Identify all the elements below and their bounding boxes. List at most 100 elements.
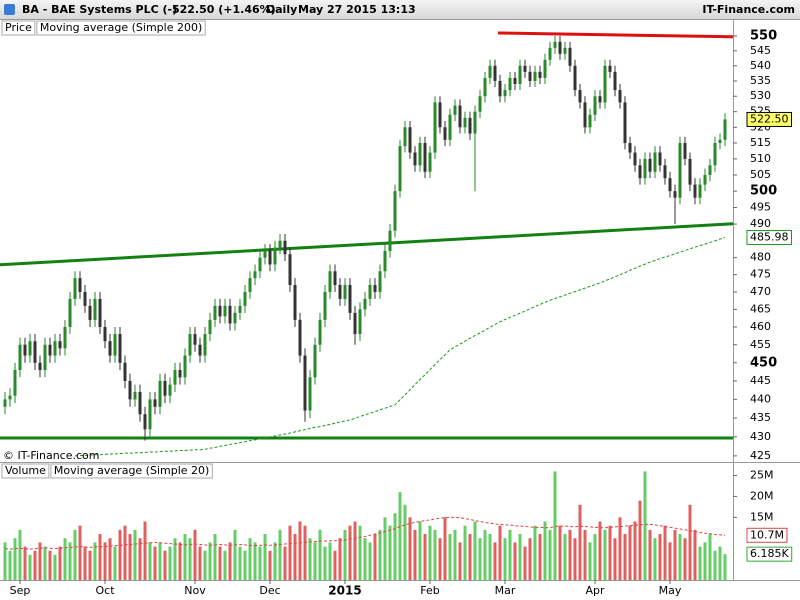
volume-bar xyxy=(73,529,77,580)
y-tick-label: 425 xyxy=(750,449,771,462)
y-tick-label: 470 xyxy=(750,285,771,298)
candle-body xyxy=(598,96,602,103)
candle-body xyxy=(618,90,622,103)
y-tick-label: 440 xyxy=(750,392,771,405)
y-tick-label: 535 xyxy=(750,74,771,87)
volume-bar xyxy=(718,546,722,580)
candle-body xyxy=(518,65,522,84)
volume-bar xyxy=(538,534,542,580)
volume-bar xyxy=(293,534,297,580)
volume-bar xyxy=(288,525,292,580)
candle-body xyxy=(148,399,152,430)
volume-bar xyxy=(218,546,222,580)
candle-body xyxy=(103,326,107,342)
legend-box xyxy=(1,20,36,36)
volume-bar xyxy=(308,538,312,580)
volume-bar xyxy=(298,521,302,580)
price-tag-box xyxy=(746,111,792,127)
candle-body xyxy=(28,341,32,356)
candle-body xyxy=(288,254,292,286)
volume-bar xyxy=(113,546,117,580)
volume-bar xyxy=(163,550,167,580)
legend-box xyxy=(50,463,213,479)
y-tick-label: 465 xyxy=(750,302,771,315)
volume-bar xyxy=(408,517,412,580)
candle-body xyxy=(468,117,472,134)
volume-bar xyxy=(613,538,617,580)
candle-body xyxy=(283,240,287,255)
candle-body xyxy=(408,127,412,153)
volume-bar xyxy=(33,550,37,580)
volume-bar xyxy=(43,546,47,580)
ma-tag: 485.98 xyxy=(750,230,789,243)
volume-bar xyxy=(28,554,32,580)
candle-body xyxy=(133,391,137,400)
candle-body xyxy=(168,384,172,396)
candle-body xyxy=(258,257,262,272)
candle-body xyxy=(318,319,322,345)
candle-body xyxy=(628,143,632,153)
volume-bar xyxy=(428,525,432,580)
candle-body xyxy=(323,291,327,320)
x-tick-label: Nov xyxy=(184,584,206,597)
candle-body xyxy=(263,250,267,258)
volume-bar xyxy=(388,525,392,580)
y-tick-label: 530 xyxy=(750,89,771,102)
volume-bar xyxy=(518,534,522,580)
x-tick-label: Dec xyxy=(259,584,280,597)
candle-body xyxy=(683,143,687,159)
candle-body xyxy=(238,305,242,313)
candle-body xyxy=(13,370,17,396)
volume-bar xyxy=(693,529,697,580)
x-tick-label: Oct xyxy=(95,584,115,597)
volume-bar xyxy=(478,538,482,580)
y-tick-label: 435 xyxy=(750,411,771,424)
candle-body xyxy=(458,105,462,128)
volume-bar xyxy=(678,534,682,580)
candle-body xyxy=(158,380,162,407)
candle-body xyxy=(188,334,192,356)
watermark: © IT-Finance.com xyxy=(3,449,100,462)
volume-bar xyxy=(78,525,82,580)
volume-bar xyxy=(578,504,582,580)
volume-bar xyxy=(633,521,637,580)
candle-body xyxy=(363,298,367,310)
volume-bar xyxy=(638,500,642,580)
candle-body xyxy=(613,71,617,91)
candle-body xyxy=(428,152,432,172)
volume-bar xyxy=(363,538,367,580)
volume-bar xyxy=(138,538,142,580)
candle-body xyxy=(528,71,532,81)
candle-body xyxy=(508,77,512,91)
candle-body xyxy=(163,380,167,396)
volume-bar xyxy=(98,534,102,580)
candle-body xyxy=(603,65,607,103)
volume-bar xyxy=(148,542,152,580)
candle-body xyxy=(708,165,712,175)
y-tick-label: 505 xyxy=(750,168,771,181)
candle-body xyxy=(593,96,597,115)
legend-entry: Moving average (Simple 200) xyxy=(40,21,202,34)
volume-bar xyxy=(563,534,567,580)
volume-bar xyxy=(13,538,17,580)
volume-bar xyxy=(128,534,132,580)
candle-body xyxy=(663,165,667,179)
volume-bar xyxy=(553,471,557,580)
volume-bar xyxy=(133,529,137,580)
legend-entry: Volume xyxy=(5,464,46,477)
candle-body xyxy=(328,271,332,292)
candle-body xyxy=(608,65,612,72)
volume-bar xyxy=(58,546,62,580)
volume-bar xyxy=(708,534,712,580)
volume-bar xyxy=(248,538,252,580)
candle-body xyxy=(578,90,582,103)
volume-bar xyxy=(208,542,212,580)
candle-body xyxy=(388,230,392,251)
volume-bar xyxy=(203,550,207,580)
volume-bar xyxy=(573,538,577,580)
volume-bar xyxy=(258,546,262,580)
volume-tag: 10.7M xyxy=(750,528,784,541)
candle-body xyxy=(573,65,577,91)
candle-body xyxy=(78,278,82,292)
